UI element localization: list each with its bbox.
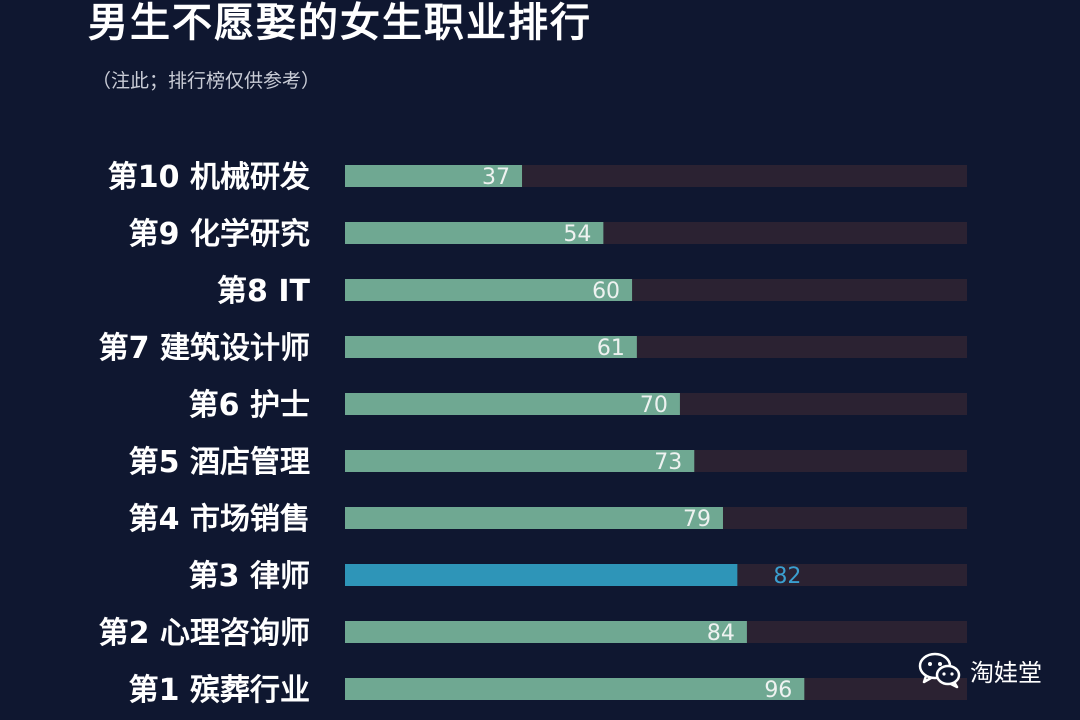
category-label: 第7 建筑设计师 — [99, 331, 310, 366]
value-label: 60 — [592, 279, 620, 304]
category-label: 第9 化学研究 — [129, 217, 310, 252]
bar — [345, 279, 633, 301]
value-label: 61 — [597, 336, 625, 361]
bar — [345, 450, 695, 472]
category-label: 第2 心理咨询师 — [99, 616, 310, 651]
value-label: 79 — [683, 507, 711, 532]
value-label: 54 — [563, 222, 591, 247]
wechat-icon — [918, 652, 961, 689]
value-label: 96 — [764, 678, 792, 703]
value-label: 82 — [773, 564, 801, 589]
bar — [345, 507, 723, 529]
bar — [345, 678, 805, 700]
bar — [345, 336, 637, 358]
watermark: 淘娃堂 — [918, 650, 1042, 690]
value-label: 70 — [640, 393, 668, 418]
bar — [345, 393, 680, 415]
bar — [345, 165, 523, 187]
category-label: 第10 机械研发 — [108, 160, 310, 195]
bar — [345, 621, 747, 643]
value-label: 37 — [482, 165, 510, 190]
bar — [345, 564, 738, 586]
bar — [345, 222, 604, 244]
category-label: 第5 酒店管理 — [129, 445, 310, 480]
category-label: 第1 殡葬行业 — [129, 673, 310, 708]
category-label: 第8 IT — [217, 274, 310, 309]
watermark-text: 淘娃堂 — [970, 658, 1042, 687]
value-label: 73 — [654, 450, 682, 475]
category-label: 第6 护士 — [189, 388, 310, 423]
category-label: 第4 市场销售 — [129, 502, 310, 537]
category-label: 第3 律师 — [189, 559, 310, 594]
chart-subtitle: （注此；排行榜仅供参考） — [92, 70, 321, 92]
chart-title: 男生不愿娶的女生职业排行 — [88, 0, 592, 46]
value-label: 84 — [707, 621, 735, 646]
